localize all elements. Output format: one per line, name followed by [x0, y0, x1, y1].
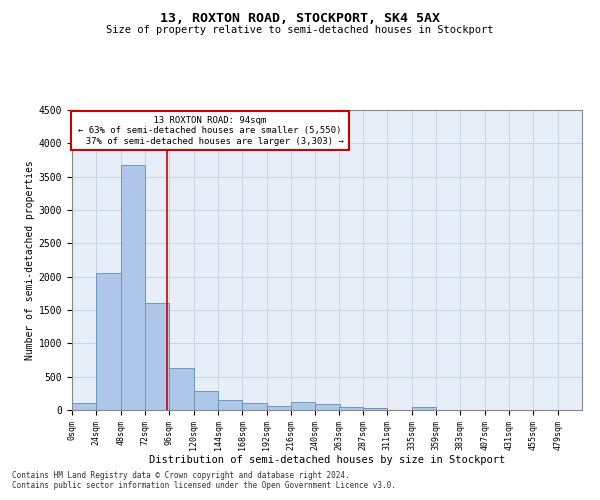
- Bar: [72, 404, 96, 410]
- Text: Contains public sector information licensed under the Open Government Licence v3: Contains public sector information licen…: [12, 481, 396, 490]
- Text: 13 ROXTON ROAD: 94sqm 
← 63% of semi-detached houses are smaller (5,550)
  37% o: 13 ROXTON ROAD: 94sqm ← 63% of semi-deta…: [76, 116, 344, 146]
- Bar: [194, 392, 218, 410]
- Bar: [291, 402, 315, 410]
- Bar: [242, 404, 266, 410]
- Bar: [267, 406, 291, 410]
- X-axis label: Distribution of semi-detached houses by size in Stockport: Distribution of semi-detached houses by …: [149, 456, 505, 466]
- Bar: [412, 406, 436, 410]
- Bar: [121, 164, 145, 410]
- Bar: [169, 368, 194, 410]
- Text: 13, ROXTON ROAD, STOCKPORT, SK4 5AX: 13, ROXTON ROAD, STOCKPORT, SK4 5AX: [160, 12, 440, 26]
- Bar: [218, 400, 242, 410]
- Bar: [339, 406, 363, 410]
- Bar: [316, 404, 340, 410]
- Bar: [363, 408, 387, 410]
- Bar: [97, 272, 121, 410]
- Bar: [145, 304, 169, 410]
- Y-axis label: Number of semi-detached properties: Number of semi-detached properties: [25, 160, 35, 360]
- Text: Contains HM Land Registry data © Crown copyright and database right 2024.: Contains HM Land Registry data © Crown c…: [12, 471, 350, 480]
- Text: Size of property relative to semi-detached houses in Stockport: Size of property relative to semi-detach…: [106, 25, 494, 35]
